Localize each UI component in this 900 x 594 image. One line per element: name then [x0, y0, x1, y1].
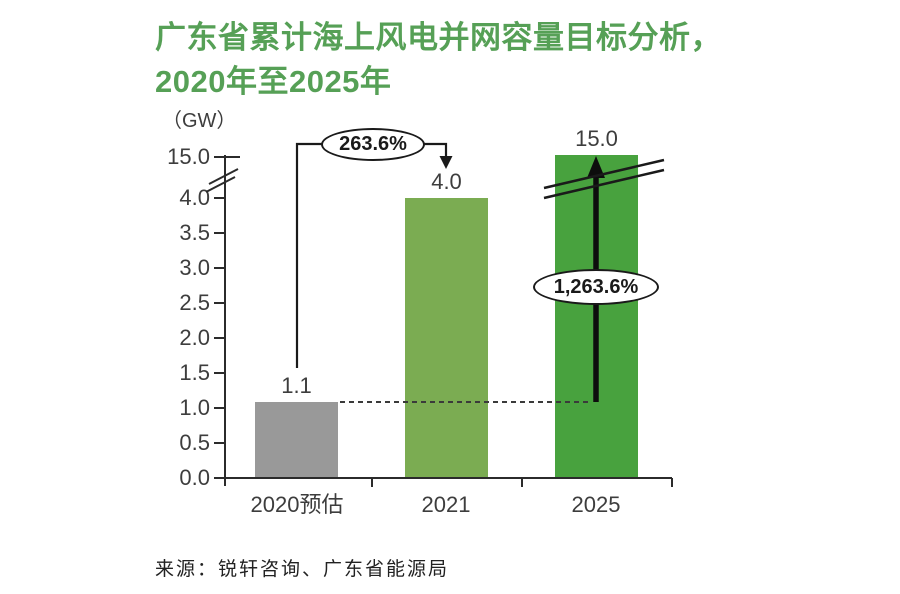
value-label-2020: 1.1: [281, 373, 312, 398]
y-tick-label-0.5: 0.5: [179, 430, 210, 455]
x-axis-ticks: [371, 478, 673, 487]
chart-title-line1: 广东省累计海上风电并网容量目标分析，: [155, 20, 722, 55]
y-tick-label-2.5: 2.5: [179, 290, 210, 315]
value-label-2021: 4.0: [431, 169, 462, 194]
bar-2025: [555, 155, 638, 478]
value-label-2025: 15.0: [575, 126, 618, 151]
y-tick-label-2.0: 2.0: [179, 325, 210, 350]
bar-2021: [405, 198, 488, 478]
growth-annotation-2021: 263.6%: [321, 128, 425, 161]
x-label-2020-estimate: 2020预估: [250, 492, 344, 517]
bar-2020-estimate: [255, 402, 338, 478]
chart-title: 广东省累计海上风电并网容量目标分析， 2020年至2025年: [155, 16, 722, 104]
y-axis-break-icon: [205, 168, 239, 193]
y-tick-label-4.0: 4.0: [179, 185, 210, 210]
x-label-2021: 2021: [421, 492, 471, 517]
chart-title-line2: 2020年至2025年: [155, 64, 392, 99]
y-axis-unit-label: （GW）: [162, 110, 237, 132]
y-tick-label-3.5: 3.5: [179, 220, 210, 245]
x-label-2025: 2025: [571, 492, 621, 517]
y-tick-label-15.0: 15.0: [167, 144, 210, 169]
y-tick-label-0.0: 0.0: [179, 465, 210, 490]
source-note: 来源：锐轩咨询、广东省能源局: [155, 559, 450, 580]
y-tick-label-3.0: 3.0: [179, 255, 210, 280]
growth-annotation-2025: 1,263.6%: [533, 269, 659, 305]
y-axis-ticks: [214, 156, 225, 479]
y-tick-label-1.5: 1.5: [179, 360, 210, 385]
y-tick-label-1.0: 1.0: [179, 395, 210, 420]
